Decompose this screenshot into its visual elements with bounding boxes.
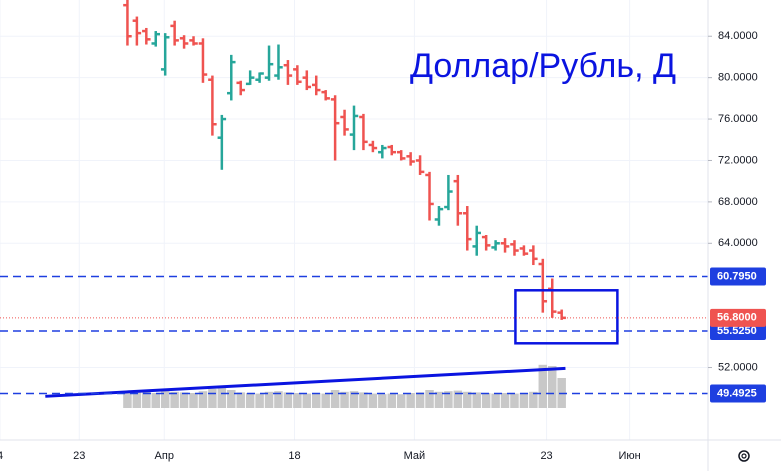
- volume-bar: [283, 392, 293, 408]
- volume-bar: [160, 390, 170, 408]
- y-tick-label: 52.0000: [718, 361, 758, 373]
- x-tick-label: Май: [404, 450, 426, 462]
- volume-bar: [396, 394, 406, 408]
- y-tick-label: 64.0000: [718, 237, 758, 249]
- volume-bar: [368, 393, 378, 408]
- volume-bar: [519, 393, 529, 408]
- y-tick-label: 80.0000: [718, 72, 758, 84]
- trendline: [45, 366, 566, 398]
- volume-bar: [453, 390, 463, 408]
- volume-bar: [415, 392, 425, 408]
- x-tick-label: 18: [288, 450, 300, 462]
- volume-bar: [179, 392, 189, 408]
- volume-bar: [189, 393, 198, 408]
- level-label: 55.5250: [717, 325, 757, 337]
- volume-bar: [151, 393, 161, 408]
- volume-bar: [236, 392, 245, 408]
- gear: [738, 450, 750, 462]
- volume-bar: [349, 391, 359, 408]
- volume-bar: [538, 364, 548, 408]
- settings-icon[interactable]: [738, 450, 750, 462]
- last-price-label: 56.8000: [717, 312, 757, 324]
- volume-bar: [245, 393, 255, 408]
- volume-bar: [321, 393, 330, 408]
- volume-bar: [425, 390, 434, 408]
- gear-hub: [741, 453, 747, 459]
- volume-bar: [529, 391, 538, 408]
- level-label-bg: [710, 384, 766, 403]
- level-label-bg: [710, 267, 766, 286]
- level-label: 49.4925: [717, 387, 757, 399]
- volume-bar: [217, 387, 227, 408]
- volume-bar: [406, 393, 415, 408]
- plot-area: [0, 0, 708, 440]
- volume-bar: [463, 391, 472, 408]
- volume-bar: [378, 394, 387, 408]
- volume-bar: [264, 391, 274, 408]
- volume-bar: [132, 392, 142, 408]
- volume-bar: [330, 390, 340, 408]
- volume-bar: [472, 392, 481, 408]
- volume-bar: [491, 393, 500, 408]
- y-tick-label: 76.0000: [718, 113, 758, 125]
- volume-bar: [434, 391, 444, 408]
- volume-bar: [444, 391, 453, 408]
- x-tick-label: Апр: [155, 450, 174, 462]
- last-price-bg: [710, 308, 766, 327]
- y-tick-label: 72.0000: [718, 154, 758, 166]
- x-tick-label: Июн: [619, 450, 641, 462]
- x-tick-label: 23: [540, 450, 552, 462]
- volume-bar: [274, 391, 283, 408]
- highlight-box: [514, 289, 619, 345]
- volume-bar: [510, 393, 519, 408]
- volume-bar: [302, 393, 312, 408]
- volume-bar: [340, 391, 349, 408]
- volume-bar: [170, 391, 179, 408]
- volume-bar: [255, 393, 264, 408]
- x-tick-label: 23: [73, 450, 85, 462]
- volume-bar: [311, 393, 321, 408]
- volume-bar: [198, 391, 208, 408]
- y-tick-label: 84.0000: [718, 30, 758, 42]
- volume-bar: [481, 393, 491, 408]
- volume-bar: [142, 391, 151, 408]
- chart-title: Доллар/Рубль, Д: [410, 47, 676, 85]
- volume-bar: [500, 393, 510, 408]
- volume-bar: [227, 390, 236, 408]
- volume-bar: [208, 388, 217, 408]
- volume-bar: [547, 366, 557, 408]
- volume-bar: [123, 391, 132, 408]
- x-tick-label: 4: [0, 450, 3, 462]
- volume-bar: [387, 393, 397, 408]
- volume-bar: [293, 393, 302, 408]
- level-label: 60.7950: [717, 270, 757, 282]
- y-tick-label: 68.0000: [718, 196, 758, 208]
- volume-bar: [359, 392, 368, 408]
